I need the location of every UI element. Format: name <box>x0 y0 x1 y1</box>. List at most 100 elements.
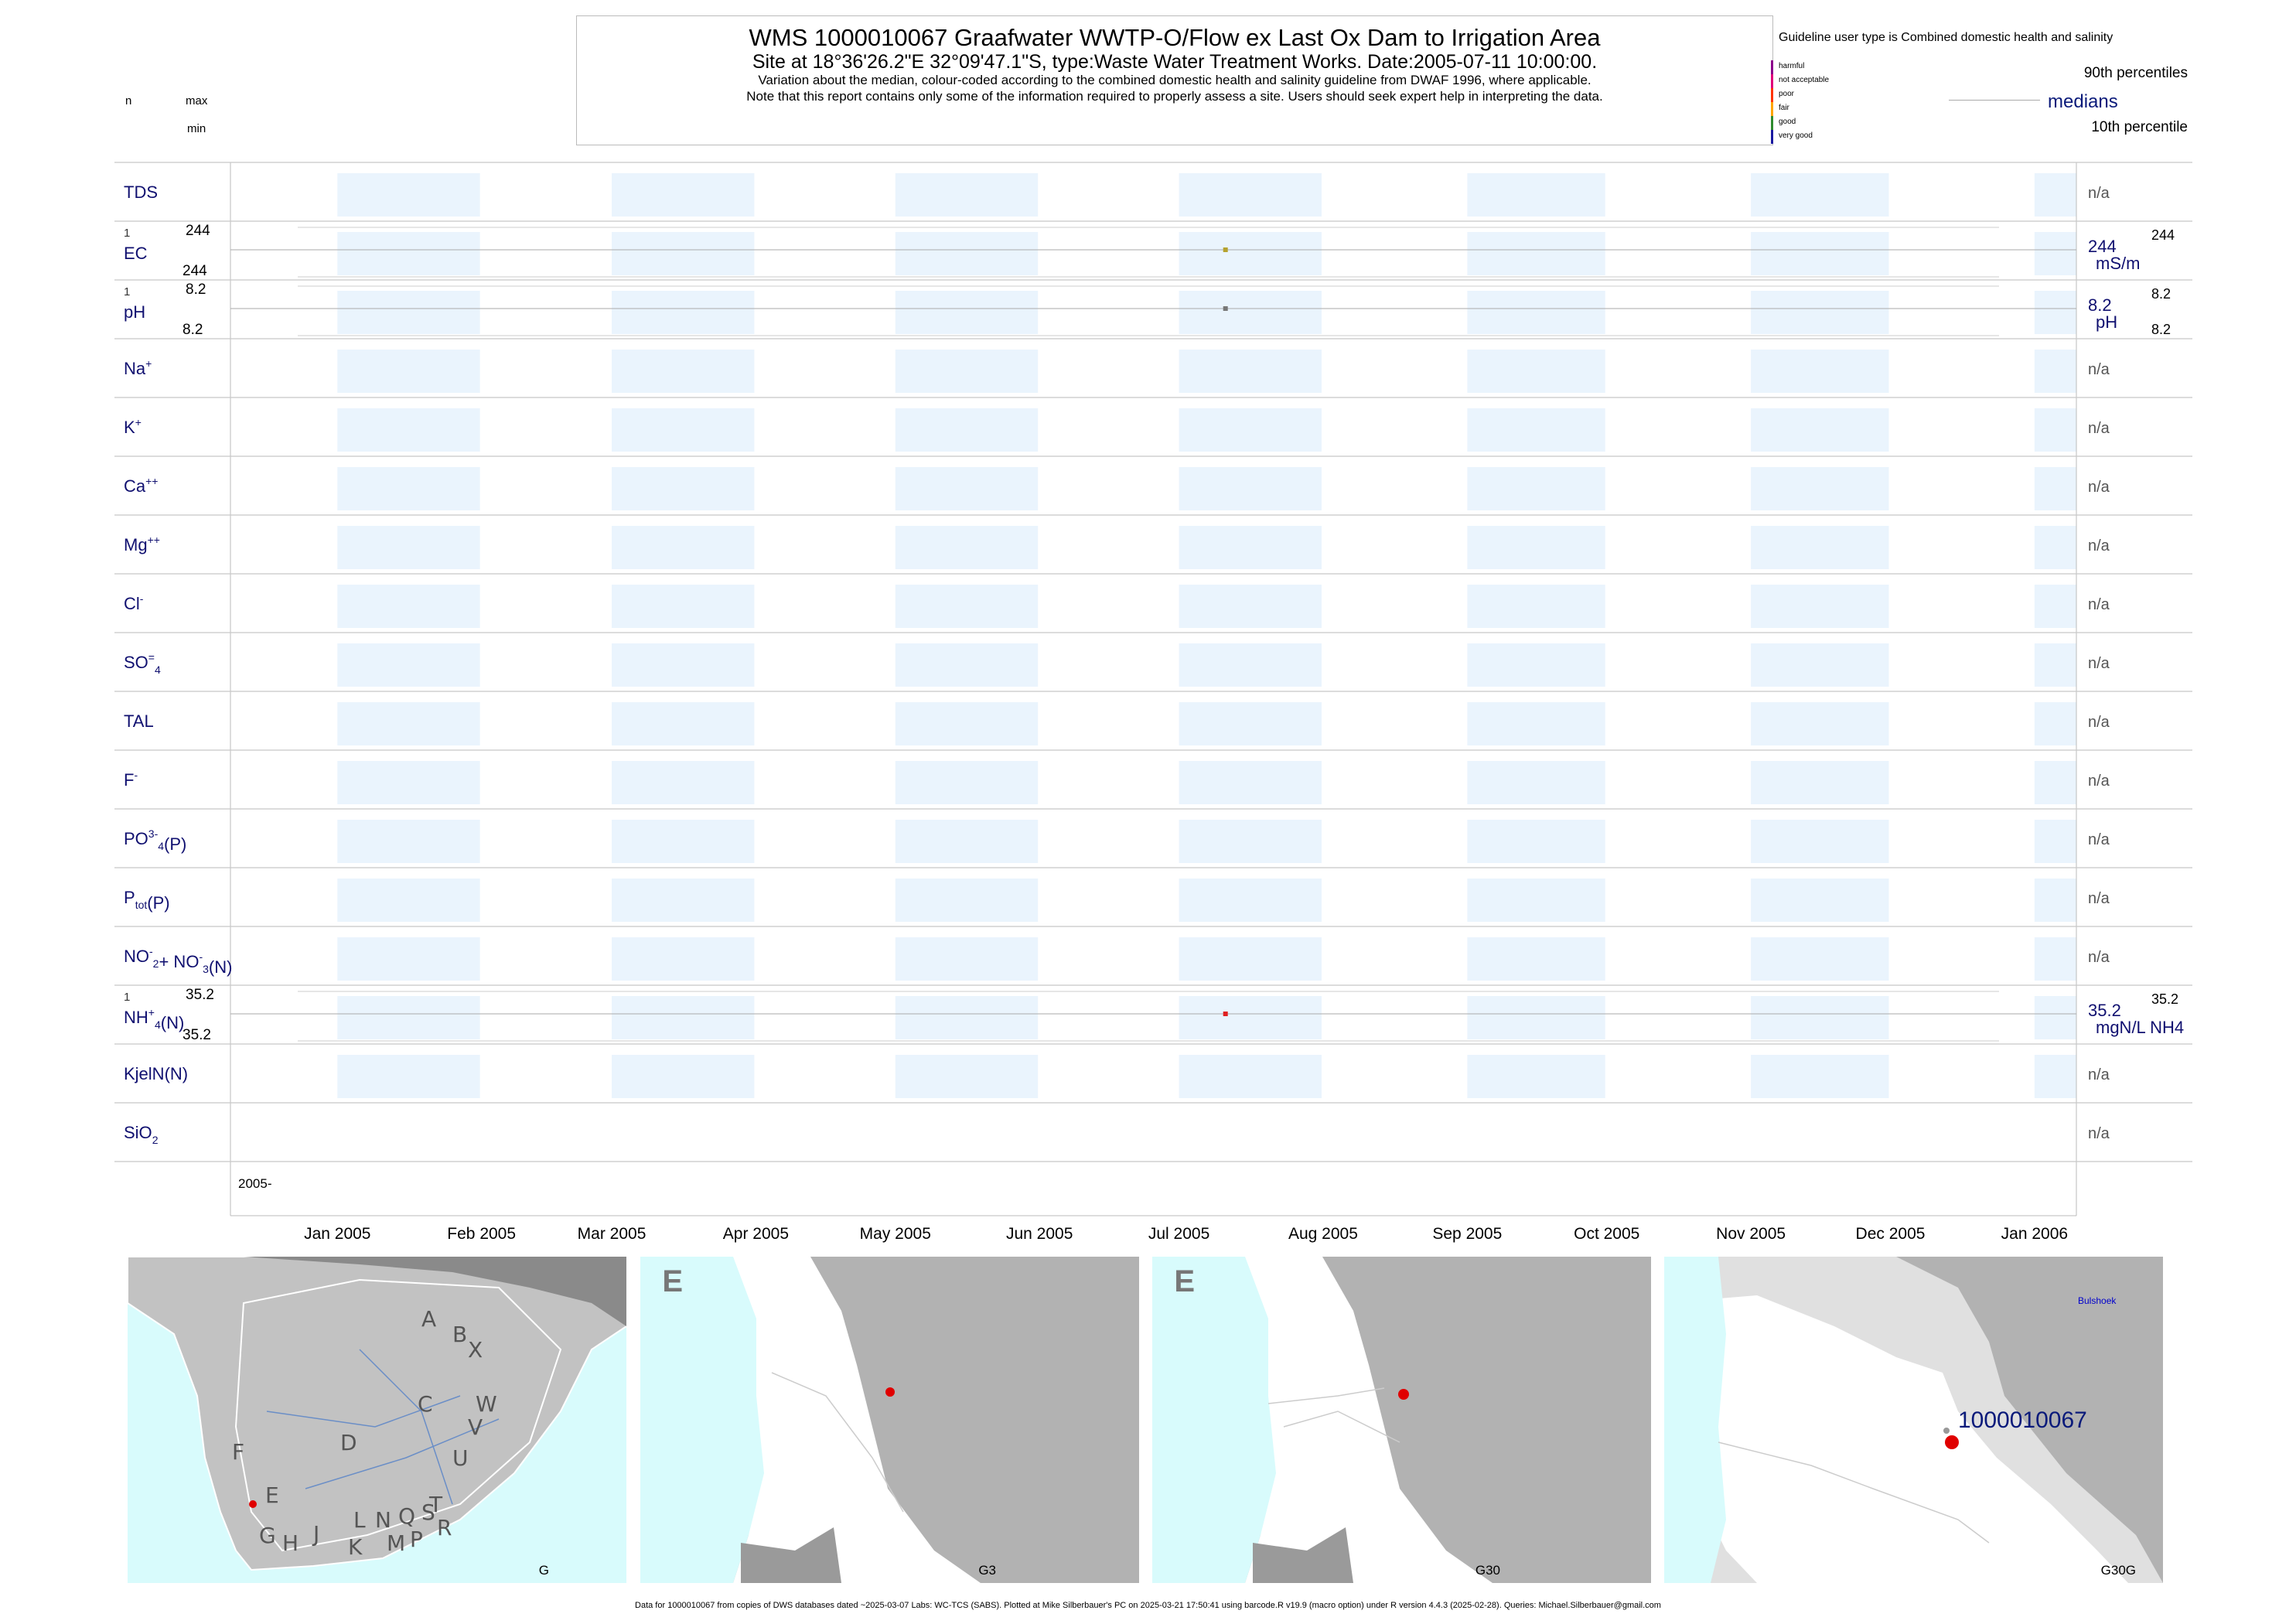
month-band <box>895 996 1039 1039</box>
row-na-na: n/a <box>2088 361 2110 378</box>
x-tick-label: Jan 2006 <box>2001 1225 2068 1243</box>
month-band <box>1751 467 1889 510</box>
map-g30-corner: E <box>1174 1264 1195 1298</box>
guideline-text: Guideline user type is Combined domestic… <box>1779 31 2113 44</box>
row-label-ca: Ca++ <box>124 475 158 496</box>
row-na-tds: n/a <box>2088 185 2110 202</box>
month-band <box>1467 585 1605 628</box>
label-part: = <box>148 651 155 664</box>
month-band <box>1751 408 1889 452</box>
month-band <box>612 702 755 745</box>
legend-medians: medians <box>2048 91 2118 112</box>
data-point-ph <box>1223 306 1228 311</box>
row-na-k: n/a <box>2088 420 2110 437</box>
row-label-ph: pH <box>124 302 145 322</box>
month-band <box>612 408 755 452</box>
row-na-sio2: n/a <box>2088 1125 2110 1142</box>
x-tick-label: Aug 2005 <box>1288 1225 1358 1243</box>
legend-harmful: harmful <box>1779 62 1805 70</box>
month-band <box>612 1055 755 1098</box>
month-band <box>2034 702 2076 745</box>
map-panel-g30g: 1000010067 Bulshoek G30G <box>1664 1257 2163 1583</box>
row-max-nh4: 35.2 <box>186 987 214 1003</box>
month-band <box>895 467 1039 510</box>
region-letter-D: D <box>340 1430 357 1455</box>
month-band <box>895 526 1039 569</box>
region-letter-R: R <box>437 1515 452 1540</box>
note-disclaimer: Note that this report contains only some… <box>746 89 1603 104</box>
month-band <box>337 232 480 275</box>
month-band <box>337 643 480 687</box>
region-letter-L: L <box>353 1507 366 1533</box>
row-label-k: K+ <box>124 416 142 437</box>
label-part: - <box>199 950 203 963</box>
label-part: TAL <box>124 711 154 731</box>
month-band <box>895 585 1039 628</box>
month-band <box>1751 173 1889 217</box>
data-point-nh4 <box>1223 1012 1228 1016</box>
row-unit-nh4: mgN/L NH4 <box>2096 1018 2184 1037</box>
month-band <box>1467 996 1605 1039</box>
month-band <box>337 173 480 217</box>
row-unit-ec: mS/m <box>2096 254 2140 273</box>
region-letter-M: M <box>387 1530 405 1556</box>
month-band <box>1751 702 1889 745</box>
map-g30g <box>1664 1257 2163 1583</box>
month-band <box>895 350 1039 393</box>
month-band <box>1467 879 1605 922</box>
month-band <box>895 643 1039 687</box>
min-header: min <box>187 122 206 135</box>
month-band <box>2034 820 2076 863</box>
month-band <box>1179 585 1322 628</box>
month-band <box>1751 761 1889 804</box>
row-label-ec: EC <box>124 244 148 263</box>
month-band <box>612 761 755 804</box>
region-letter-F: F <box>232 1439 244 1465</box>
legend-p90: 90th percentiles <box>2083 65 2188 81</box>
x-tick-label: Jun 2005 <box>1006 1225 1073 1243</box>
month-band <box>2034 350 2076 393</box>
label-part: ++ <box>148 534 160 546</box>
month-band <box>612 467 755 510</box>
label-part: Na <box>124 359 146 378</box>
month-band <box>337 702 480 745</box>
month-band <box>1467 761 1605 804</box>
month-band <box>337 585 480 628</box>
row-na-cl: n/a <box>2088 596 2110 613</box>
footer-credits: Data for 1000010067 from copies of DWS d… <box>635 1601 1661 1610</box>
row-label-nox: NO-2+ NO-3(N) <box>124 945 232 977</box>
label-part: K <box>124 418 135 437</box>
month-band <box>1179 232 1322 275</box>
map-panel-g3: E G3 <box>640 1257 1139 1583</box>
x-tick-label: May 2005 <box>860 1225 931 1243</box>
month-band <box>1179 702 1322 745</box>
data-point-ec <box>1223 247 1228 252</box>
row-label-kjel: KjelN(N) <box>124 1064 188 1083</box>
month-band <box>1467 291 1605 334</box>
label-part: 2 <box>152 1134 159 1146</box>
row-na-so4: n/a <box>2088 655 2110 672</box>
month-band <box>1751 937 1889 981</box>
northern-land-shape <box>128 1257 626 1326</box>
region-letter-K: K <box>348 1534 363 1560</box>
g30-site-marker <box>1398 1389 1409 1400</box>
row-na-kjel: n/a <box>2088 1066 2110 1083</box>
month-band <box>1751 643 1889 687</box>
month-band <box>1179 467 1322 510</box>
catchment-borders <box>234 1278 562 1552</box>
month-band <box>337 761 480 804</box>
g3-catchment <box>640 1257 981 1583</box>
map-site-id: 1000010067 <box>1958 1407 2087 1433</box>
month-band <box>1179 643 1322 687</box>
region-letter-V: V <box>468 1414 483 1440</box>
month-band <box>2034 761 2076 804</box>
page-subtitle: Site at 18°36'26.2"E 32°09'47.1"S, type:… <box>752 51 1598 73</box>
label-part: + NO <box>159 952 199 971</box>
label-part: (P) <box>164 834 186 854</box>
row-max-ph: 8.2 <box>186 281 206 298</box>
month-band <box>2034 526 2076 569</box>
month-band <box>337 408 480 452</box>
month-band <box>895 408 1039 452</box>
month-band <box>337 879 480 922</box>
month-band <box>1467 820 1605 863</box>
